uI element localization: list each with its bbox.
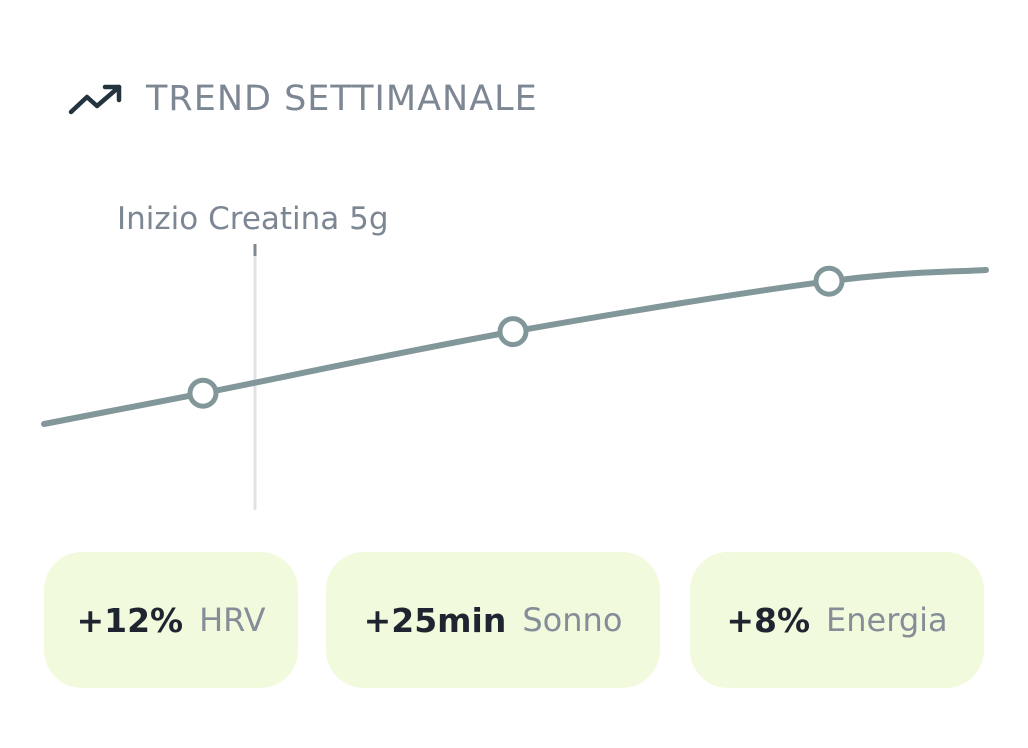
stat-label: Sonno bbox=[522, 601, 623, 639]
section-title: TREND SETTIMANALE bbox=[146, 79, 538, 119]
data-point-marker bbox=[813, 265, 845, 297]
data-point-marker bbox=[497, 316, 529, 348]
stat-value: +25min bbox=[363, 600, 507, 640]
trending-up-icon bbox=[68, 81, 124, 117]
stat-label: Energia bbox=[826, 601, 948, 639]
stat-value: +8% bbox=[726, 600, 811, 640]
stat-card-energia: +8% Energia bbox=[690, 552, 984, 688]
stats-row: +12% HRV +25min Sonno +8% Energia bbox=[44, 552, 984, 688]
stat-card-sonno: +25min Sonno bbox=[326, 552, 660, 688]
stat-value: +12% bbox=[76, 600, 184, 640]
trend-line bbox=[41, 267, 989, 427]
annotation-label: Inizio Creatina 5g bbox=[117, 201, 389, 237]
weekly-trend-chart: Inizio Creatina 5g bbox=[0, 180, 1028, 520]
data-point-marker bbox=[187, 377, 219, 409]
section-header: TREND SETTIMANALE bbox=[68, 74, 538, 124]
stat-card-hrv: +12% HRV bbox=[44, 552, 298, 688]
stat-label: HRV bbox=[199, 601, 266, 639]
